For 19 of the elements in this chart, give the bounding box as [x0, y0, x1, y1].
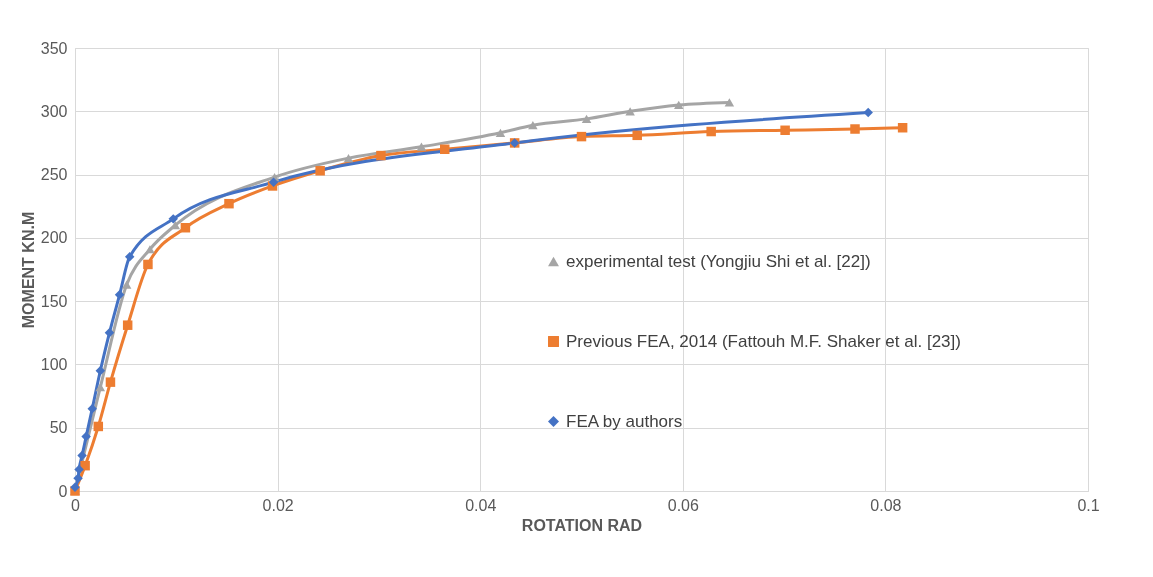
x-tick-label: 0.02: [262, 496, 294, 514]
x-tick-label: 0.06: [667, 496, 699, 514]
y-tick-label: 250: [40, 166, 68, 184]
y-tick-label: 50: [49, 419, 68, 437]
y-tick-label: 100: [40, 355, 68, 373]
x-tick-label: 0: [71, 496, 81, 514]
x-tick-label: 0.08: [870, 496, 902, 514]
legend-label: FEA by authors: [566, 411, 683, 431]
y-tick-label: 150: [40, 292, 68, 310]
x-axis-title: ROTATION RAD: [521, 516, 643, 534]
y-tick-label: 0: [58, 482, 68, 500]
x-tick-label: 0.04: [465, 496, 497, 514]
x-tick-label: 0.1: [1077, 496, 1100, 514]
y-tick-label: 300: [40, 102, 68, 120]
y-tick-label: 200: [40, 229, 68, 247]
legend-label: experimental test (Yongjiu Shi et al. [22]): [566, 251, 871, 271]
legend-label: Previous FEA, 2014 (Fattouh M.F. Shaker et al. [23]): [566, 331, 961, 351]
y-tick-label: 350: [40, 39, 68, 57]
y-axis-title: MOMENT KN.M: [19, 211, 37, 329]
